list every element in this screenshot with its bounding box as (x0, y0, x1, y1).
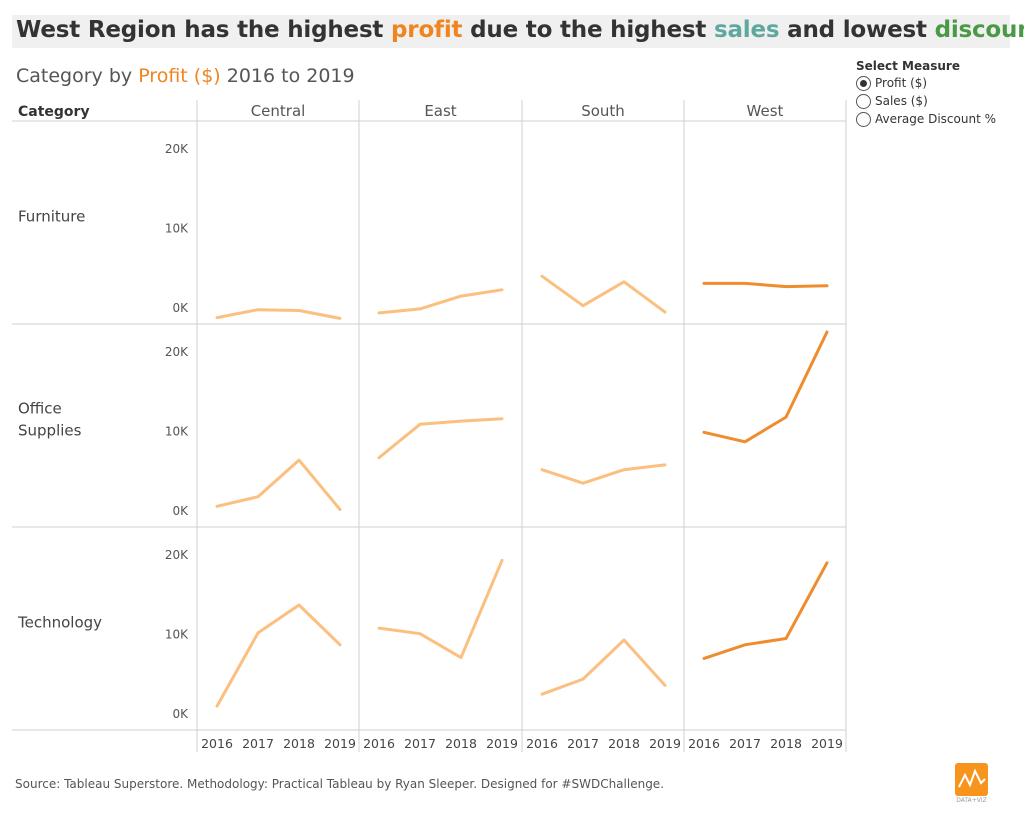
x-tick-label: 2019 (324, 736, 356, 751)
measure-selector: Select Measure Profit ($) Sales ($) Aver… (856, 59, 996, 128)
series-line-technology-east (377, 558, 504, 660)
radio-option-discount[interactable]: Average Discount % (856, 110, 996, 128)
x-tick-label: 2016 (201, 736, 233, 751)
headline-part: and lowest (779, 17, 935, 43)
row-label-furniture: Furniture (18, 208, 85, 226)
x-tick-label: 2018 (770, 736, 802, 751)
radio-label: Average Discount % (875, 112, 996, 126)
headline-part: due to the highest (462, 17, 714, 43)
headline-profit: profit (391, 17, 463, 43)
radio-selected-icon[interactable] (856, 75, 871, 91)
column-header-west: West (747, 102, 784, 120)
headline-discounts: discounts (934, 17, 1024, 43)
y-tick-label: 10K (165, 424, 189, 438)
series-line-furniture-central (215, 308, 342, 320)
series-line-technology-west (702, 561, 829, 660)
row-header-label: Category (18, 104, 90, 120)
x-tick-label: 2017 (404, 736, 436, 751)
y-tick-label: 10K (165, 221, 189, 235)
row-label-technology: Technology (17, 614, 102, 632)
radio-label: Sales ($) (875, 94, 928, 108)
radio-option-sales[interactable]: Sales ($) (856, 92, 996, 110)
logo-caption: DATA+VIZ (956, 797, 987, 804)
radio-label: Profit ($) (875, 76, 928, 90)
y-tick-label: 0K (172, 504, 189, 518)
x-tick-label: 2018 (445, 736, 477, 751)
y-tick-label: 20K (165, 548, 189, 562)
series-line-office-supplies-south (540, 463, 667, 485)
radio-unselected-icon[interactable] (856, 93, 871, 109)
y-tick-label: 20K (165, 345, 189, 359)
column-header-east: East (424, 102, 456, 120)
x-tick-label: 2019 (649, 736, 681, 751)
y-tick-label: 0K (172, 301, 189, 315)
x-tick-label: 2016 (526, 736, 558, 751)
headline-sales: sales (713, 17, 780, 43)
x-tick-label: 2019 (486, 736, 518, 751)
series-line-technology-south (540, 638, 667, 696)
column-header-central: Central (251, 102, 306, 120)
subtitle-part: 2016 to 2019 (220, 65, 355, 87)
headline-title: West Region has the highest profit due t… (16, 17, 1024, 43)
x-tick-label: 2017 (567, 736, 599, 751)
chart-subtitle: Category by Profit ($) 2016 to 2019 (16, 65, 355, 87)
radio-option-profit[interactable]: Profit ($) (856, 74, 996, 92)
subtitle-measure: Profit ($) (138, 65, 221, 87)
subtitle-part: Category by (16, 65, 139, 87)
x-tick-label: 2019 (811, 736, 843, 751)
headline-part: West Region has the highest (16, 17, 392, 43)
column-header-south: South (581, 102, 625, 120)
row-label-office-supplies: Supplies (18, 422, 82, 440)
series-line-furniture-south (540, 274, 667, 314)
radio-unselected-icon[interactable] (856, 111, 871, 127)
source-note: Source: Tableau Superstore. Methodology:… (15, 777, 665, 791)
series-line-office-supplies-central (215, 458, 342, 511)
x-tick-label: 2017 (242, 736, 274, 751)
x-tick-label: 2016 (688, 736, 720, 751)
x-tick-label: 2016 (363, 736, 395, 751)
y-tick-label: 0K (172, 707, 189, 721)
x-tick-label: 2017 (729, 736, 761, 751)
y-tick-label: 20K (165, 142, 189, 156)
row-label-office-supplies: Office (18, 400, 62, 418)
measure-selector-title: Select Measure (856, 59, 960, 73)
series-line-office-supplies-east (377, 417, 504, 460)
series-line-technology-central (215, 603, 342, 708)
brand-logo (955, 763, 988, 796)
series-line-furniture-east (377, 288, 504, 315)
x-tick-label: 2018 (608, 736, 640, 751)
y-tick-label: 10K (165, 627, 189, 641)
headline-bar: West Region has the highest profit due t… (12, 15, 1024, 48)
series-line-furniture-west (702, 281, 829, 289)
series-line-office-supplies-west (702, 330, 829, 444)
logo-wave-icon (958, 768, 986, 788)
x-tick-label: 2018 (283, 736, 315, 751)
